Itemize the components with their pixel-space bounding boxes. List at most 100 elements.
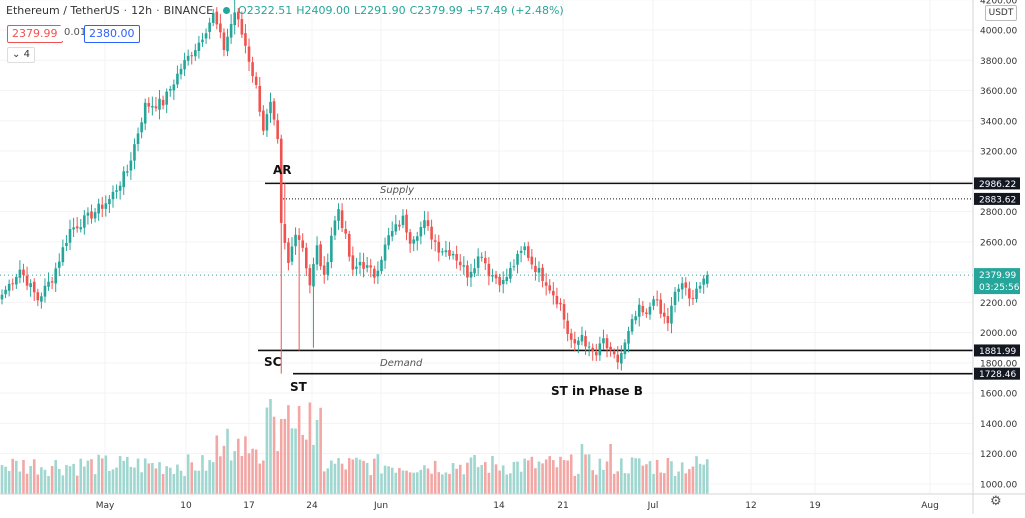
volume-bar xyxy=(211,462,215,494)
indicator-count: 4 xyxy=(23,49,30,60)
candle-body xyxy=(32,281,36,293)
candle-body xyxy=(326,262,330,275)
volume-bar xyxy=(355,457,358,494)
candle-body xyxy=(602,338,605,344)
sell-price-button[interactable]: 2379.99 xyxy=(7,25,63,43)
time-tick-label: 10 xyxy=(180,501,192,511)
volume-bar xyxy=(415,472,419,494)
candle-body xyxy=(240,19,244,35)
volume-bar xyxy=(240,455,244,494)
candle-body xyxy=(183,59,186,70)
volume-bar xyxy=(204,470,208,494)
volume-bar xyxy=(233,451,236,494)
volume-bar xyxy=(208,460,211,494)
candle-body xyxy=(659,299,663,314)
volume-bar xyxy=(501,465,505,494)
volume-bar xyxy=(236,438,240,494)
volume-bar xyxy=(254,449,258,494)
candle-body xyxy=(22,269,25,276)
candle-body xyxy=(458,261,462,266)
volume-bar xyxy=(183,475,186,494)
horizontal-levels xyxy=(0,182,973,375)
candle-body xyxy=(541,267,544,282)
price-axis[interactable]: 4200.00 4000.00 3800.00 3600.00 3400.00 3200.… xyxy=(972,0,1020,514)
candle-body xyxy=(97,203,100,214)
volume-bar xyxy=(312,444,315,494)
volume-bar xyxy=(544,459,548,494)
time-tick-label: Jul xyxy=(647,501,659,511)
volume-bar xyxy=(118,456,122,494)
volume-bar xyxy=(133,467,136,494)
interval-label[interactable]: 12h xyxy=(131,4,153,17)
volume-bar xyxy=(297,406,301,494)
buy-price-button[interactable]: 2380.00 xyxy=(84,25,140,43)
candle-body xyxy=(279,138,283,223)
candle-body xyxy=(387,235,390,246)
volume-bar xyxy=(201,455,204,494)
candle-body xyxy=(104,203,108,209)
candle-body xyxy=(93,212,97,219)
annotation-st-in-phase-b: ST in Phase B xyxy=(551,384,643,398)
annotation-demand: Demand xyxy=(380,358,423,369)
volume-bar xyxy=(444,472,448,494)
volume-bar xyxy=(219,456,222,494)
candle-body xyxy=(0,294,4,300)
time-tick-label: 19 xyxy=(809,501,821,511)
candle-body xyxy=(655,299,659,301)
volume-bar xyxy=(337,458,340,494)
volume-bar xyxy=(57,468,61,494)
volume-bar xyxy=(512,461,516,494)
volume-bar xyxy=(487,472,491,494)
candle-body xyxy=(627,331,630,344)
currency-selector[interactable]: USDT xyxy=(985,5,1017,21)
volume-bar xyxy=(473,455,476,494)
volume-bar xyxy=(430,473,433,494)
volume-bar xyxy=(276,451,279,494)
volume-bar xyxy=(100,458,104,494)
volume-bar xyxy=(408,472,412,494)
high-value: H2409.00 xyxy=(296,4,350,17)
price-tick-label: 1600.00 xyxy=(980,390,1017,400)
candle-body xyxy=(383,244,387,261)
volume-bar xyxy=(505,474,509,494)
chevron-down-icon: ⌄ xyxy=(12,49,21,60)
candle-body xyxy=(362,261,365,269)
volume-bar xyxy=(573,475,577,494)
candle-body xyxy=(283,223,287,243)
time-axis[interactable]: May 10 17 24 Jun 14 21 Jul 12 19 Aug xyxy=(0,493,1025,511)
spread-value: 0.01 xyxy=(60,25,91,41)
candle-body xyxy=(208,22,211,32)
candle-body xyxy=(312,264,315,287)
volume-bar xyxy=(552,460,555,494)
candle-body xyxy=(272,101,276,120)
gear-icon[interactable]: ⚙ xyxy=(990,494,1002,509)
candle-body xyxy=(702,278,705,285)
candle-body xyxy=(451,253,455,256)
last-price-badge xyxy=(974,268,1020,295)
volume-bar xyxy=(648,461,652,494)
symbol-name[interactable]: Ethereum / TetherUS xyxy=(6,4,120,17)
candle-body xyxy=(258,85,262,112)
volume-bar xyxy=(580,444,584,494)
candle-body xyxy=(236,11,240,20)
volume-bar xyxy=(616,471,620,494)
volume-bar xyxy=(494,464,498,494)
volume-bar xyxy=(269,399,272,494)
volume-bar xyxy=(226,428,229,494)
indicators-collapse-button[interactable]: ⌄ 4 xyxy=(7,47,35,63)
volume-bar xyxy=(43,469,47,494)
volume-bar xyxy=(394,472,398,494)
volume-bar xyxy=(609,444,612,494)
volume-bar xyxy=(115,467,118,494)
candle-body xyxy=(587,346,591,348)
candle-body xyxy=(670,305,673,324)
volume-bar xyxy=(380,473,383,494)
volume-bar xyxy=(308,402,312,494)
candle-body xyxy=(677,288,680,292)
candle-body xyxy=(151,106,154,108)
candle-body xyxy=(43,285,47,297)
volume-bar xyxy=(258,463,262,494)
volume-bar xyxy=(15,460,18,494)
